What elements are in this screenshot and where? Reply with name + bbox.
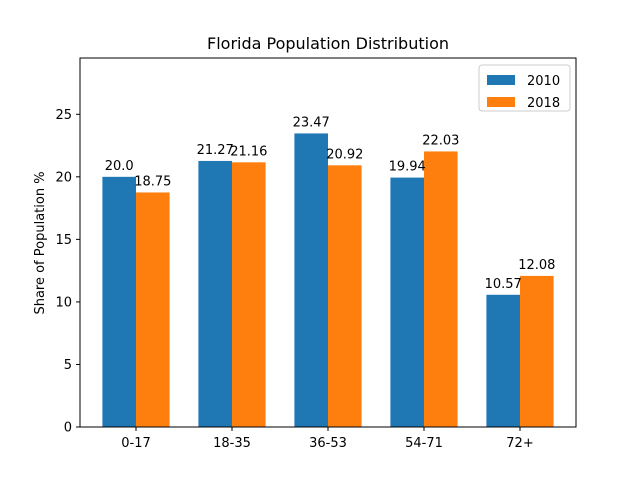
- x-tick-label-0-17: 0-17: [121, 436, 151, 451]
- bar-2018-72+: [520, 275, 554, 427]
- bar-2010-36-53: [294, 133, 328, 427]
- plot-area: 20.0 21.27 23.47 19.94 10.57 18.75 21.16 20.92 2…: [55, 57, 577, 451]
- y-tick-label-25: 25: [55, 108, 72, 123]
- y-tick-label-10: 10: [55, 295, 72, 310]
- bar-2010-0-17: [102, 176, 136, 427]
- y-tick-label-5: 5: [64, 358, 72, 373]
- data-label-2018-18-35: 21.16: [230, 144, 267, 159]
- bar-2018-54-71: [424, 151, 458, 427]
- data-label-2010-0-17: 20.0: [105, 159, 134, 174]
- x-tick-label-36-53: 36-53: [309, 436, 347, 451]
- y-axis-label: Share of Population %: [33, 171, 48, 314]
- data-label-2018-36-53: 20.92: [326, 147, 363, 162]
- legend: 2010 2018: [478, 64, 571, 112]
- bar-2010-54-71: [390, 177, 424, 427]
- x-tick-label-54-71: 54-71: [405, 436, 443, 451]
- legend-swatch-2018: [487, 97, 515, 107]
- y-tick-label-15: 15: [55, 233, 72, 248]
- data-label-2018-54-71: 22.03: [422, 133, 459, 148]
- data-label-2010-54-71: 19.94: [389, 160, 426, 175]
- data-label-2010-36-53: 23.47: [293, 115, 330, 130]
- legend-label-2010: 2010: [527, 74, 560, 89]
- data-label-2010-72+: 10.57: [485, 277, 522, 292]
- x-tick-label-72+: 72+: [506, 436, 533, 451]
- bar-2018-18-35: [232, 162, 266, 427]
- y-tick-label-0: 0: [64, 421, 72, 436]
- bar-2018-36-53: [328, 165, 362, 427]
- legend-label-2018: 2018: [527, 96, 560, 111]
- legend-swatch-2010: [487, 75, 515, 85]
- chart-title: Florida Population Distribution: [207, 34, 449, 53]
- data-label-2010-18-35: 21.27: [197, 143, 234, 158]
- y-tick-label-20: 20: [55, 170, 72, 185]
- bar-2010-18-35: [198, 160, 232, 427]
- data-label-2018-72+: 12.08: [518, 258, 555, 273]
- bar-2018-0-17: [136, 192, 170, 427]
- x-tick-label-18-35: 18-35: [213, 436, 251, 451]
- data-label-2018-0-17: 18.75: [134, 174, 171, 189]
- bar-2010-72+: [486, 294, 520, 427]
